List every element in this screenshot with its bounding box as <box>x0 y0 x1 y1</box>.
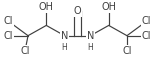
Text: Cl: Cl <box>4 16 13 26</box>
Text: H: H <box>62 43 67 52</box>
Text: OH: OH <box>101 2 116 12</box>
Text: Cl: Cl <box>122 46 132 56</box>
Text: Cl: Cl <box>20 46 30 56</box>
Text: Cl: Cl <box>4 31 13 41</box>
Text: Cl: Cl <box>142 16 151 26</box>
Text: OH: OH <box>39 2 54 12</box>
Text: N: N <box>61 31 68 41</box>
Text: Cl: Cl <box>142 31 151 41</box>
Text: N: N <box>87 31 94 41</box>
Text: H: H <box>88 43 93 52</box>
Text: O: O <box>74 6 81 16</box>
